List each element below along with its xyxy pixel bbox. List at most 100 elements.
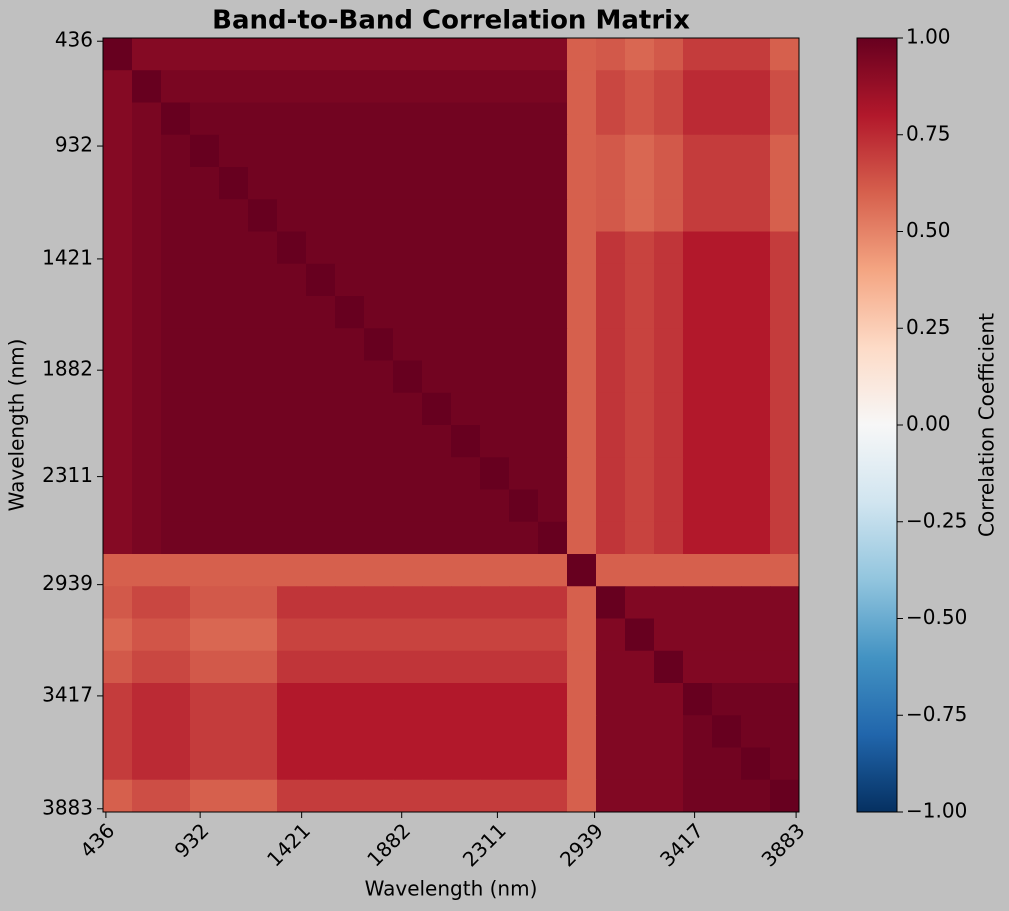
heatmap-cell [422, 521, 452, 555]
heatmap-cell [538, 38, 568, 71]
heatmap-cell [625, 328, 655, 361]
heatmap-cell [451, 167, 481, 200]
heatmap-cell [741, 296, 771, 329]
heatmap-cell [306, 263, 336, 297]
heatmap-cell [219, 392, 249, 426]
heatmap-cell [161, 650, 191, 684]
heatmap-cell [306, 296, 336, 329]
heatmap-cell [335, 554, 365, 587]
heatmap-cell [103, 747, 133, 781]
heatmap-cell [306, 489, 336, 523]
heatmap-cell [509, 425, 539, 458]
heatmap-cell [306, 102, 336, 136]
heatmap-cell [654, 134, 684, 168]
heatmap-cell [103, 779, 133, 813]
heatmap-cell [480, 70, 510, 103]
heatmap-cell [625, 231, 655, 265]
heatmap-cell [190, 167, 220, 200]
heatmap-cell [393, 650, 423, 684]
heatmap-cell [190, 586, 220, 619]
heatmap-cell [132, 328, 162, 361]
heatmap-cell [132, 586, 162, 619]
heatmap-cell [393, 38, 423, 71]
heatmap-cell [538, 134, 568, 168]
heatmap-cell [161, 457, 191, 490]
heatmap-cell [161, 747, 191, 781]
heatmap-cell [219, 489, 249, 523]
heatmap-cell [596, 779, 626, 813]
heatmap-cell [277, 489, 307, 523]
heatmap-cell [248, 231, 278, 265]
heatmap-cell [335, 618, 365, 652]
heatmap-cell [451, 747, 481, 781]
heatmap-cell [161, 489, 191, 523]
heatmap-cell [219, 360, 249, 394]
heatmap-cell [770, 392, 800, 426]
heatmap-cell [451, 38, 481, 71]
heatmap-cell [683, 683, 713, 716]
heatmap-cell [712, 779, 742, 813]
heatmap-cell [596, 457, 626, 490]
heatmap-cell [741, 231, 771, 265]
heatmap-cell [335, 38, 365, 71]
heatmap-cell [509, 70, 539, 103]
heatmap-cell [596, 199, 626, 232]
heatmap-cell [683, 554, 713, 587]
heatmap-cell [393, 425, 423, 458]
heatmap-cell [712, 521, 742, 555]
heatmap-cell [161, 554, 191, 587]
heatmap-cell [654, 650, 684, 684]
x-tick-label: 3417 [655, 818, 708, 871]
x-axis-label: Wavelength (nm) [365, 877, 538, 901]
heatmap-cell [306, 747, 336, 781]
heatmap-cell [741, 425, 771, 458]
heatmap-cell [393, 296, 423, 329]
heatmap-cell [161, 586, 191, 619]
colorbar-label: Correlation Coefficient [975, 313, 999, 537]
heatmap-cell [625, 554, 655, 587]
heatmap-cell [567, 296, 597, 329]
heatmap-cell [248, 683, 278, 716]
heatmap-cell [654, 747, 684, 781]
heatmap-cell [567, 102, 597, 136]
heatmap-cell [393, 521, 423, 555]
heatmap-cell [509, 328, 539, 361]
y-tick-label: 932 [55, 133, 93, 157]
heatmap-cell [335, 102, 365, 136]
heatmap-cell [683, 779, 713, 813]
heatmap-cell [335, 360, 365, 394]
heatmap-cell [132, 521, 162, 555]
heatmap-cell [248, 489, 278, 523]
heatmap-cell [625, 392, 655, 426]
heatmap-cell [364, 392, 394, 426]
heatmap-cell [654, 263, 684, 297]
colorbar [856, 37, 898, 813]
heatmap-cell [103, 199, 133, 232]
heatmap-cell [770, 167, 800, 200]
heatmap-cell [683, 425, 713, 458]
heatmap-cell [335, 167, 365, 200]
heatmap-cell [567, 231, 597, 265]
y-tick-label: 436 [55, 28, 93, 52]
heatmap-cell [451, 586, 481, 619]
heatmap-cell [335, 586, 365, 619]
heatmap-cell [538, 747, 568, 781]
heatmap-cell [625, 38, 655, 71]
heatmap-cell [625, 715, 655, 748]
heatmap-cell [538, 70, 568, 103]
heatmap-cell [712, 425, 742, 458]
heatmap-cell [480, 683, 510, 716]
heatmap-cell [277, 360, 307, 394]
heatmap-cell [335, 70, 365, 103]
heatmap-cell [567, 167, 597, 200]
heatmap-cell [625, 167, 655, 200]
heatmap-cell [393, 199, 423, 232]
y-tick-label: 1421 [42, 245, 93, 269]
heatmap-cell [422, 586, 452, 619]
heatmap-cell [422, 392, 452, 426]
heatmap-cell [306, 586, 336, 619]
heatmap-cell [596, 70, 626, 103]
heatmap-cell [277, 425, 307, 458]
heatmap-cell [451, 199, 481, 232]
heatmap-cell [770, 521, 800, 555]
